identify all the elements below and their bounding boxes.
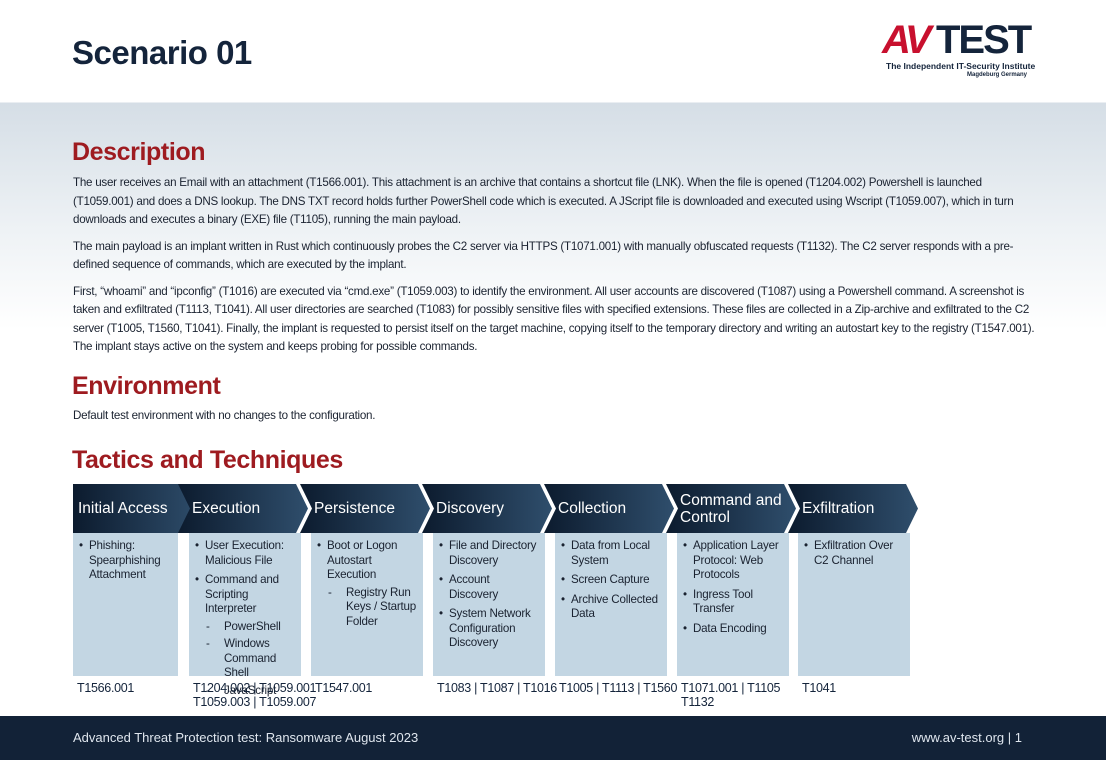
tactic-name: Initial Access: [78, 500, 168, 517]
tactic-name: Exfiltration: [802, 500, 875, 517]
logo-mark: AV: [882, 18, 932, 62]
technique-ids: T1547.001: [315, 681, 372, 695]
technique-text: Application Layer Protocol: Web Protocol…: [693, 539, 779, 581]
tactic-name: Execution: [192, 500, 261, 517]
technique-ids: T1005 | T1113 | T1560: [559, 681, 677, 695]
technique-text: Boot or Logon Autostart Execution: [327, 539, 398, 581]
id-line: T1005 | T1113 | T1560: [559, 681, 678, 695]
footer-left: Advanced Threat Protection test: Ransomw…: [73, 730, 419, 745]
tactic-name: Discovery: [436, 500, 505, 517]
technique: Account Discovery: [439, 573, 541, 602]
id-line: T1071.001 | T1105: [681, 681, 781, 695]
id-line: T1204.002 | T1059.001: [193, 681, 317, 695]
page-title: Scenario 01: [72, 34, 252, 71]
id-line: T1132: [681, 695, 715, 709]
technique: System Network Configuration Discovery: [439, 607, 541, 651]
tactic-header: Collection: [544, 484, 674, 533]
technique-text: User Execution: Malicious File: [205, 539, 284, 567]
technique: Archive Collected Data: [561, 593, 663, 622]
technique-text: System Network Configuration Discovery: [449, 607, 531, 649]
tactic-box: File and Directory Discovery Account Disc…: [433, 533, 545, 676]
sub-technique: Windows Command Shell: [205, 637, 297, 681]
footer-bar: Advanced Threat Protection test: Ransomw…: [0, 716, 1106, 760]
sub-technique: PowerShell: [205, 620, 297, 635]
technique-ids: T1566.001: [77, 681, 134, 695]
tactic-header: Command and Control: [666, 484, 796, 533]
id-line: T1083 | T1087 | T1016: [437, 681, 557, 695]
id-line: T1041: [802, 681, 836, 695]
technique-text: Data from Local System: [571, 539, 650, 567]
technique-text: Account Discovery: [449, 573, 499, 601]
logo-word: TEST: [936, 18, 1032, 62]
paragraph: The main payload is an implant written i…: [73, 239, 1014, 272]
tactic-box: Phishing: Spearphishing Attachment: [73, 533, 178, 676]
tactic-name: Collection: [558, 500, 627, 517]
logo-tagline: The Independent IT-Security Institute: [886, 61, 1036, 71]
tactic-box: Exfiltration Over C2 Channel: [798, 533, 910, 676]
technique: Phishing: Spearphishing Attachment: [79, 539, 174, 583]
tactic-header: Initial Access: [73, 484, 203, 533]
technique: Ingress Tool Transfer: [683, 588, 785, 617]
technique: File and Directory Discovery: [439, 539, 541, 568]
logo: AV TEST The Independent IT-Security Inst…: [882, 18, 1037, 82]
technique-text: Command and Scripting Interpreter: [205, 573, 279, 615]
tactic-header: Discovery: [422, 484, 552, 533]
id-line: T1566.001: [77, 681, 135, 695]
tactic-box: User Execution: Malicious File Command an…: [189, 533, 301, 698]
environment-text: Default test environment with no changes…: [73, 409, 376, 422]
technique: Command and Scripting Interpreter PowerSh…: [195, 573, 297, 698]
technique: User Execution: Malicious File: [195, 539, 297, 568]
tactic-box: Application Layer Protocol: Web Protocol…: [677, 533, 789, 676]
technique-ids: T1204.002 | T1059.001 T1059.003 | T1059.0…: [193, 681, 317, 709]
technique-text: Screen Capture: [571, 573, 650, 586]
technique-text: Phishing: Spearphishing Attachment: [89, 539, 161, 581]
paragraph: First, “whoami” and “ipconfig” (T1016) a…: [73, 284, 1035, 354]
technique-ids: T1083 | T1087 | T1016: [437, 681, 557, 695]
technique-ids: T1041: [802, 681, 836, 695]
id-line: T1059.003 | T1059.007: [193, 695, 317, 709]
technique-text: Archive Collected Data: [571, 592, 658, 621]
technique-text: Data Encoding: [693, 621, 767, 635]
technique-text: Ingress Tool Transfer: [693, 587, 753, 616]
tactic-box: Data from Local System Screen Capture Arch…: [555, 533, 667, 676]
technique: Boot or Logon Autostart Execution Registr…: [317, 539, 419, 629]
paragraph: The user receives an Email with an attac…: [73, 176, 1014, 226]
tactic-name: Persistence: [314, 500, 395, 517]
sub-technique: JavaScript: [205, 684, 297, 699]
technique: Data from Local System: [561, 539, 663, 568]
logo-location: Magdeburg Germany: [966, 72, 1027, 78]
section-heading: Tactics and Techniques: [72, 446, 343, 474]
technique-text: Exfiltration Over C2 Channel: [814, 539, 894, 567]
tactic-header: Exfiltration: [788, 484, 918, 533]
technique-text: File and Directory Discovery: [449, 539, 537, 567]
description-body: The user receives an Email with an attac…: [73, 174, 1035, 365]
footer-right: www.av-test.org | 1: [911, 730, 1022, 745]
section-heading: Environment: [72, 372, 221, 400]
id-line: T1547.001: [315, 681, 373, 695]
technique: Screen Capture: [561, 573, 663, 588]
technique: Data Encoding: [683, 622, 785, 637]
tactic-header: Execution: [178, 484, 308, 533]
sub-technique: Registry Run Keys / Startup Folder: [327, 586, 419, 630]
tactic-box: Boot or Logon Autostart Execution Registr…: [311, 533, 423, 676]
section-heading: Description: [72, 138, 206, 166]
technique-ids: T1071.001 | T1105 T1132: [681, 681, 780, 709]
technique: Exfiltration Over C2 Channel: [804, 539, 906, 568]
tactic-header: Persistence: [300, 484, 430, 533]
technique: Application Layer Protocol: Web Protocol…: [683, 539, 785, 583]
tactic-name: Command and Control: [680, 491, 782, 526]
